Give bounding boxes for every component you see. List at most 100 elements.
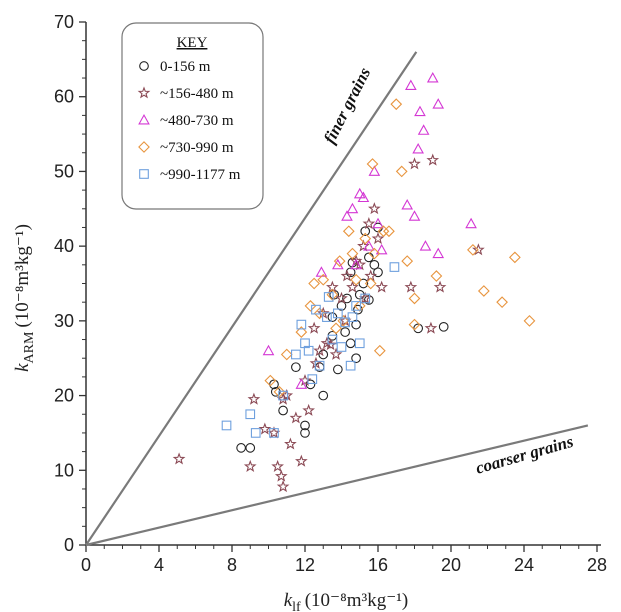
y-tick-label: 20 [54, 386, 74, 406]
data-point-series-1 [327, 312, 338, 322]
data-point-series-4 [390, 98, 403, 111]
data-point-series-4 [430, 270, 443, 282]
data-point-series-5 [327, 334, 338, 345]
data-point-series-5 [314, 360, 325, 371]
data-point-series-3 [332, 258, 344, 270]
x-axis-label-units: (10⁻⁸m³kg⁻¹) [305, 590, 409, 611]
series-4 [264, 98, 536, 398]
data-point-series-2 [289, 411, 303, 424]
legend-marker-series-1 [139, 61, 149, 71]
legend-title: KEY [177, 35, 208, 51]
data-point-series-1 [360, 226, 371, 237]
data-point-series-5 [221, 420, 232, 431]
data-point-series-4 [364, 277, 377, 290]
data-point-series-5 [345, 360, 356, 371]
data-point-series-1 [245, 443, 256, 453]
data-point-series-2 [247, 392, 261, 405]
data-point-series-3 [401, 199, 414, 210]
x-tick-label: 0 [81, 555, 91, 575]
data-point-series-1 [300, 420, 310, 431]
data-point-series-5 [332, 308, 343, 319]
data-point-series-2 [368, 202, 381, 215]
data-point-series-1 [351, 319, 361, 330]
legend-label-series-1: 0-156 m [160, 59, 211, 75]
data-point-series-1 [305, 379, 316, 390]
data-point-series-4 [359, 232, 372, 245]
data-point-series-5 [311, 304, 321, 315]
series-1 [236, 222, 449, 453]
data-point-series-2 [271, 459, 284, 472]
data-point-series-1 [300, 428, 310, 438]
data-point-series-4 [273, 385, 286, 398]
data-point-series-5 [250, 428, 261, 438]
data-point-series-3 [417, 124, 430, 135]
y-tick-label: 40 [54, 236, 74, 256]
x-axis-label: klf (10⁻⁸m³kg⁻¹) [284, 590, 409, 612]
data-point-series-1 [353, 304, 363, 315]
data-point-series-3 [412, 142, 424, 154]
data-point-series-2 [280, 388, 294, 401]
data-point-series-1 [270, 386, 281, 397]
data-point-series-3 [432, 247, 445, 259]
data-point-series-4 [333, 255, 346, 267]
data-point-series-4 [496, 296, 508, 309]
x-tick-label: 12 [295, 555, 315, 575]
series-3 [262, 72, 477, 389]
data-point-series-1 [340, 327, 351, 337]
data-point-series-4 [408, 292, 421, 305]
data-point-series-2 [309, 356, 323, 369]
data-point-series-2 [335, 291, 348, 304]
y-tick-label: 50 [54, 161, 74, 181]
legend-marker-series-3 [138, 113, 150, 125]
data-point-series-1 [278, 405, 288, 416]
data-point-series-4 [346, 247, 359, 260]
data-point-series-5 [340, 317, 351, 328]
data-point-series-3 [357, 191, 370, 203]
data-point-series-4 [401, 255, 414, 267]
data-point-series-4 [366, 158, 379, 170]
data-point-series-5 [307, 374, 318, 384]
y-tick-label: 70 [54, 12, 74, 32]
data-point-series-4 [313, 307, 326, 320]
data-point-series-5 [354, 338, 365, 349]
data-point-series-3 [341, 210, 353, 221]
legend-box [121, 22, 264, 210]
y-tick-label: 30 [54, 311, 74, 331]
data-point-series-1 [291, 362, 301, 373]
data-point-series-2 [404, 280, 418, 293]
data-point-series-3 [350, 258, 362, 270]
data-point-series-4 [337, 314, 350, 327]
data-point-series-2 [284, 437, 297, 450]
data-point-series-5 [291, 349, 301, 360]
data-point-series-4 [383, 225, 395, 238]
data-point-series-4 [330, 322, 342, 335]
data-point-series-3 [262, 344, 275, 356]
y-axis-label-main: k [12, 363, 33, 372]
data-point-series-4 [523, 314, 536, 327]
data-point-series-2 [313, 344, 326, 357]
data-point-series-4 [373, 344, 386, 357]
data-point-series-3 [432, 98, 445, 109]
data-point-series-5 [347, 312, 358, 322]
data-point-series-4 [395, 165, 408, 178]
data-point-series-2 [362, 217, 376, 230]
data-point-series-5 [360, 293, 371, 304]
data-point-series-5 [300, 338, 310, 349]
data-point-series-4 [304, 300, 317, 312]
y-tick-label: 10 [54, 460, 74, 480]
legend-label-series-2: ~156-480 m [160, 86, 234, 102]
data-point-series-2 [243, 459, 257, 472]
data-point-series-1 [351, 353, 361, 364]
data-point-series-1 [336, 301, 347, 311]
data-point-series-2 [295, 454, 308, 467]
data-point-series-3 [315, 266, 328, 277]
coarser-grains-line [85, 424, 589, 547]
data-point-series-4 [295, 326, 308, 338]
data-point-series-1 [318, 349, 329, 360]
data-point-series-2 [424, 321, 438, 334]
data-point-series-4 [317, 273, 330, 286]
data-point-series-2 [267, 426, 281, 439]
data-point-series-2 [433, 280, 447, 293]
series-2 [172, 153, 485, 493]
data-point-series-3 [465, 217, 477, 229]
